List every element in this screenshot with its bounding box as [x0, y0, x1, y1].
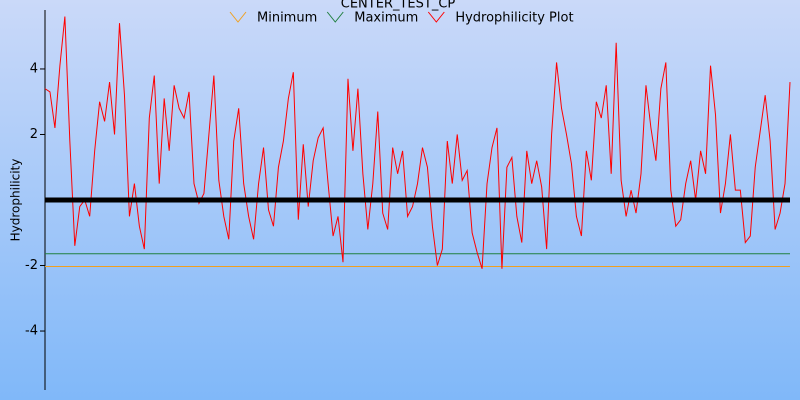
legend-label: Maximum [354, 11, 418, 26]
legend-label: Hydrophilicity Plot [455, 11, 573, 26]
legend-label: Minimum [257, 11, 317, 26]
y-tick-label: 4 [30, 61, 38, 76]
legend-icon [229, 11, 247, 23]
y-tick-label: 2 [30, 127, 38, 142]
legend-icon [326, 11, 344, 23]
chart-title: CENTER_TEST_CP [341, 0, 456, 12]
legend-icon [427, 11, 445, 23]
y-axis-label: Hydrophilicity [9, 159, 23, 242]
y-tick-label: -2 [25, 258, 38, 273]
y-tick-label: -4 [25, 324, 38, 339]
series-line [44, 16, 791, 269]
